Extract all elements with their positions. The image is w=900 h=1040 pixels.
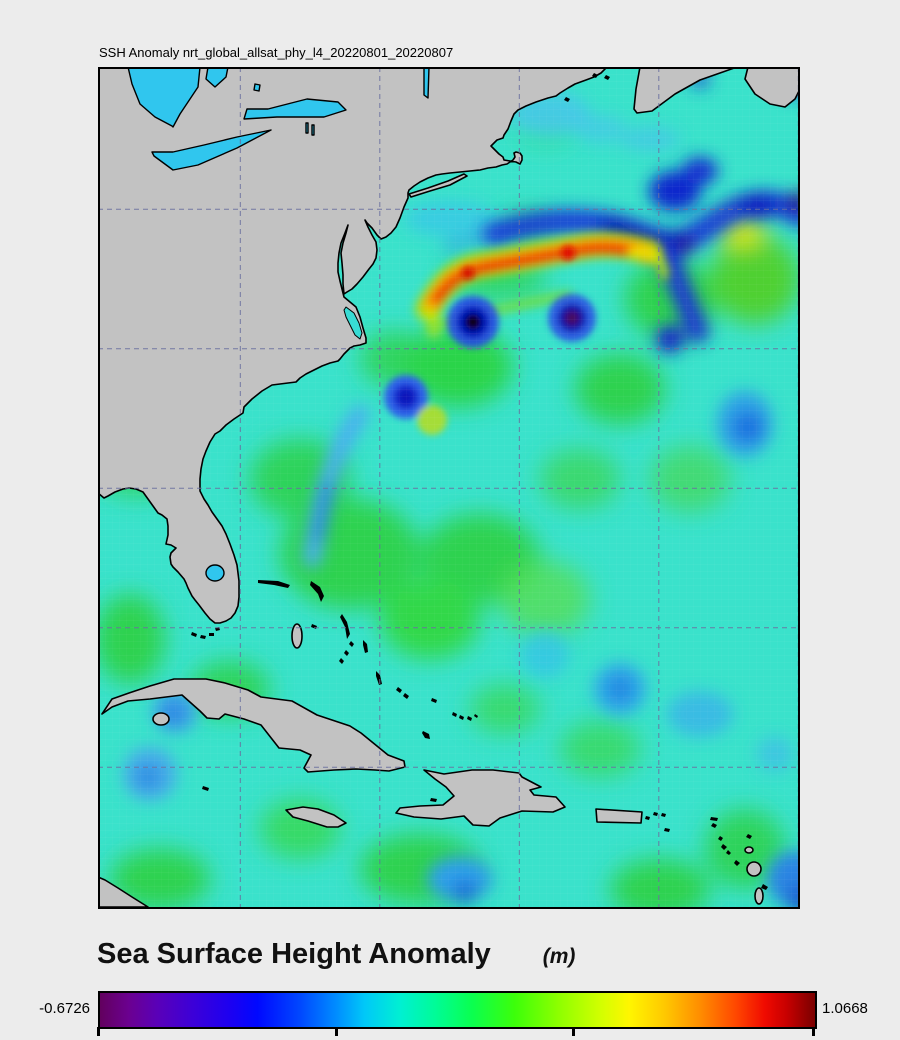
small-islands — [191, 73, 768, 890]
land-north-america — [98, 67, 608, 624]
lake-huron — [127, 67, 201, 128]
gulf-of-maine-islets — [564, 73, 610, 102]
lake-simcoe — [253, 83, 261, 92]
colorbar-max-label: 1.0668 — [822, 1000, 868, 1017]
lake-erie — [151, 129, 272, 171]
florida-keys — [191, 627, 220, 639]
units-label: (m) — [542, 945, 576, 968]
graticule — [98, 67, 800, 909]
figure-caption: Sea Surface Height Anomaly — [97, 938, 491, 970]
land-nova-scotia — [633, 67, 738, 114]
map-plot — [98, 67, 800, 909]
finger-lakes — [305, 122, 315, 136]
island-dominica — [754, 887, 764, 905]
colorbar-min-label: -0.6726 — [39, 1000, 90, 1017]
land-masses — [98, 67, 800, 908]
lake-okeechobee — [205, 564, 225, 582]
island-antigua — [744, 846, 754, 854]
virgin-islands-specks — [645, 812, 670, 832]
lake-ontario — [243, 98, 347, 120]
isla-de-la-juventud — [152, 712, 170, 726]
island-cuba — [101, 678, 406, 773]
colorbar-tick — [572, 1027, 576, 1036]
cayman-islands — [202, 786, 209, 791]
figure-title: SSH Anomaly nrt_global_allsat_phy_l4_202… — [99, 45, 454, 60]
land-cape-breton — [744, 67, 800, 108]
colorbar-tick — [97, 1027, 100, 1036]
turks-and-caicos — [452, 712, 464, 720]
island-puerto-rico — [595, 808, 643, 824]
caption-row: Sea Surface Height Anomaly (m) — [97, 938, 575, 971]
colorbar-tick — [812, 1027, 815, 1036]
island-hispaniola — [395, 769, 566, 827]
colorbar-tick — [335, 1027, 339, 1036]
pamlico-sound — [343, 306, 363, 340]
island-guadeloupe — [746, 861, 762, 877]
lakes — [127, 67, 430, 582]
map-frame — [98, 67, 800, 909]
island-andros — [291, 623, 303, 649]
lake-champlain — [423, 67, 430, 99]
long-island — [408, 173, 468, 198]
island-jamaica — [285, 806, 347, 828]
gonave-island — [430, 798, 437, 802]
colorbar — [98, 991, 817, 1029]
land-central-america — [98, 876, 149, 908]
georgian-bay — [205, 67, 229, 88]
